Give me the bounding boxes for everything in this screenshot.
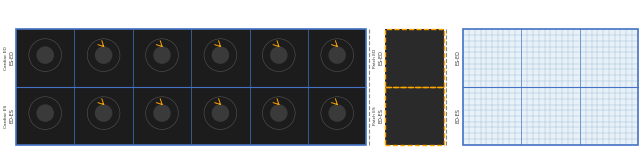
Bar bbox=[74, 87, 133, 145]
Circle shape bbox=[212, 104, 229, 122]
Bar bbox=[580, 87, 638, 145]
Bar bbox=[191, 29, 250, 87]
Bar bbox=[385, 29, 444, 87]
Bar bbox=[191, 87, 250, 145]
Circle shape bbox=[95, 46, 113, 64]
Bar bbox=[521, 29, 580, 87]
Bar bbox=[16, 87, 74, 145]
Bar bbox=[133, 29, 191, 87]
Circle shape bbox=[153, 104, 171, 122]
Bar bbox=[463, 29, 638, 145]
Bar bbox=[250, 87, 308, 145]
Circle shape bbox=[153, 46, 171, 64]
Bar bbox=[580, 29, 638, 87]
Bar bbox=[385, 87, 444, 145]
Bar bbox=[463, 87, 521, 145]
Bar bbox=[74, 29, 133, 87]
Bar bbox=[463, 29, 521, 87]
Bar bbox=[308, 29, 366, 87]
Text: Patch ED: Patch ED bbox=[373, 48, 378, 68]
Bar bbox=[385, 29, 444, 87]
Circle shape bbox=[36, 46, 54, 64]
Bar bbox=[385, 87, 444, 145]
Text: ES-ED: ES-ED bbox=[456, 51, 461, 65]
Bar bbox=[133, 87, 191, 145]
Text: ES-ED: ES-ED bbox=[9, 51, 14, 65]
Text: ED-ES: ED-ES bbox=[9, 109, 14, 123]
Bar bbox=[16, 29, 366, 145]
Circle shape bbox=[270, 104, 287, 122]
Circle shape bbox=[95, 104, 113, 122]
Text: ED-ES: ED-ES bbox=[378, 109, 383, 123]
Text: Patch ES: Patch ES bbox=[373, 107, 378, 125]
Text: ED-ES: ED-ES bbox=[456, 109, 461, 123]
Circle shape bbox=[270, 46, 287, 64]
Circle shape bbox=[328, 104, 346, 122]
Circle shape bbox=[212, 46, 229, 64]
Text: Cardiac ES: Cardiac ES bbox=[4, 104, 8, 128]
Text: Cardiac ED: Cardiac ED bbox=[4, 46, 8, 70]
Text: ES-ED: ES-ED bbox=[378, 51, 383, 65]
Bar bbox=[308, 87, 366, 145]
Bar bbox=[250, 29, 308, 87]
Circle shape bbox=[328, 46, 346, 64]
Bar bbox=[521, 87, 580, 145]
Circle shape bbox=[36, 104, 54, 122]
Bar bbox=[16, 29, 74, 87]
